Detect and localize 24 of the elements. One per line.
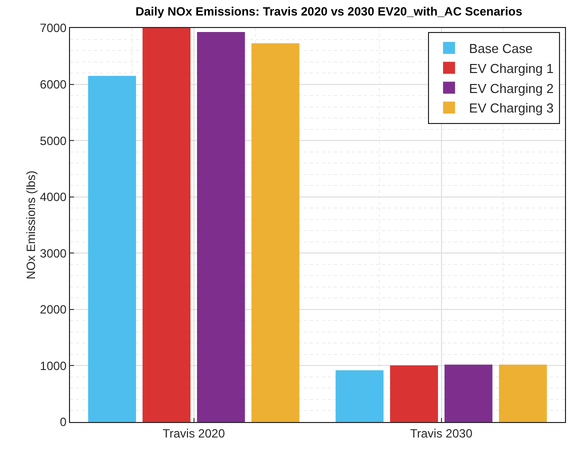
y-axis-title: NOx Emissions (lbs)	[24, 170, 38, 280]
y-tick-label: 5000	[40, 134, 67, 148]
x-tick-label: Travis 2030	[410, 426, 473, 440]
y-tick-label: 4000	[40, 190, 67, 204]
legend-label: EV Charging 1	[469, 60, 554, 76]
bar	[336, 370, 384, 422]
chart-title: Daily NOx Emissions: Travis 2020 vs 2030 EV20_with_AC Scenarios	[135, 4, 523, 18]
bar	[444, 364, 492, 422]
legend-label: EV Charging 2	[469, 80, 554, 96]
x-tick-label: Travis 2020	[162, 426, 226, 440]
y-tick-label: 1000	[40, 358, 67, 373]
legend-label: Base Case	[469, 40, 533, 56]
bar	[390, 365, 438, 422]
bar	[197, 32, 245, 422]
legend-label: EV Charging 3	[469, 100, 554, 116]
bar	[251, 43, 300, 422]
y-tick-label: 3000	[40, 246, 67, 260]
y-tick-label: 7000	[40, 21, 67, 36]
y-tick-label: 0	[60, 415, 67, 430]
bar	[142, 28, 190, 422]
y-tick-label: 6000	[40, 77, 67, 92]
bar	[88, 76, 136, 422]
y-tick-label: 2000	[40, 302, 67, 317]
bar	[498, 364, 547, 422]
